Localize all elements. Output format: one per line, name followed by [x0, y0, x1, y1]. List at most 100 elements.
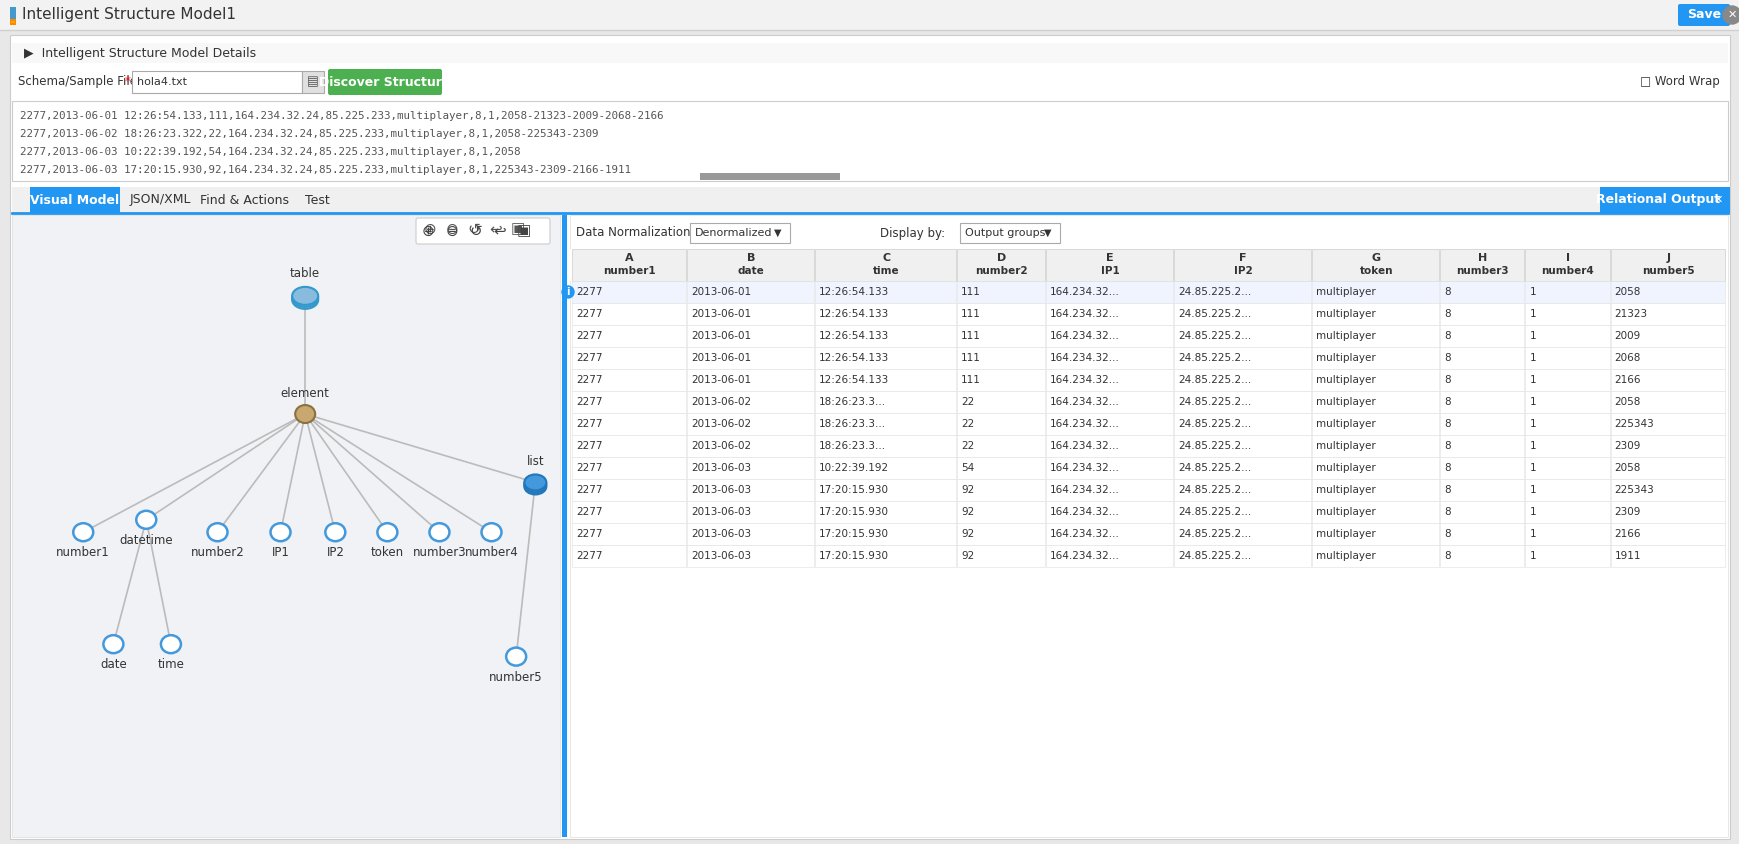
FancyBboxPatch shape	[1311, 249, 1438, 281]
Text: 164.234.32...: 164.234.32...	[1049, 463, 1120, 473]
FancyBboxPatch shape	[1440, 249, 1523, 281]
Text: multiplayer: multiplayer	[1316, 529, 1376, 539]
Text: 2013-06-02: 2013-06-02	[690, 441, 751, 451]
FancyBboxPatch shape	[1045, 325, 1172, 347]
Text: 1: 1	[1529, 331, 1536, 341]
Text: ⊕: ⊕	[423, 221, 436, 236]
Ellipse shape	[523, 474, 546, 490]
Text: 8: 8	[1443, 485, 1450, 495]
FancyBboxPatch shape	[956, 413, 1045, 435]
Text: 2013-06-01: 2013-06-01	[690, 353, 751, 363]
FancyBboxPatch shape	[1525, 369, 1609, 391]
Text: 1: 1	[1529, 529, 1536, 539]
Text: 164.234.32...: 164.234.32...	[1049, 375, 1120, 385]
FancyBboxPatch shape	[1610, 545, 1723, 567]
FancyBboxPatch shape	[1525, 413, 1609, 435]
Text: 18:26:23.3...: 18:26:23.3...	[819, 441, 885, 451]
Text: 2277,2013-06-01 12:26:54.133,111,164.234.32.24,85.225.233,multiplayer,8,1,2058-2: 2277,2013-06-01 12:26:54.133,111,164.234…	[19, 111, 663, 121]
FancyBboxPatch shape	[956, 391, 1045, 413]
FancyBboxPatch shape	[572, 435, 685, 457]
FancyBboxPatch shape	[1525, 523, 1609, 545]
Text: 164.234.32...: 164.234.32...	[1049, 353, 1120, 363]
Text: 17:20:15.930: 17:20:15.930	[819, 485, 889, 495]
Text: B: B	[746, 253, 755, 263]
Text: IP1: IP1	[1101, 266, 1118, 276]
Ellipse shape	[523, 477, 546, 492]
Ellipse shape	[292, 289, 318, 307]
FancyBboxPatch shape	[687, 249, 814, 281]
FancyBboxPatch shape	[687, 479, 814, 501]
FancyBboxPatch shape	[1174, 325, 1311, 347]
FancyBboxPatch shape	[1311, 281, 1438, 303]
FancyBboxPatch shape	[1045, 281, 1172, 303]
Text: 2013-06-02: 2013-06-02	[690, 397, 751, 407]
Text: number5: number5	[1642, 266, 1694, 276]
Text: 111: 111	[960, 375, 981, 385]
Text: 164.234.32...: 164.234.32...	[1049, 419, 1120, 429]
FancyBboxPatch shape	[1311, 303, 1438, 325]
Text: 2068: 2068	[1614, 353, 1640, 363]
Text: 2013-06-03: 2013-06-03	[690, 507, 751, 517]
FancyBboxPatch shape	[1045, 347, 1172, 369]
FancyBboxPatch shape	[956, 501, 1045, 523]
Ellipse shape	[160, 636, 181, 653]
Text: ▣: ▣	[511, 221, 525, 236]
Ellipse shape	[73, 523, 94, 541]
FancyBboxPatch shape	[1311, 347, 1438, 369]
Text: Display by:: Display by:	[880, 226, 944, 240]
FancyBboxPatch shape	[1311, 325, 1438, 347]
FancyBboxPatch shape	[1174, 435, 1311, 457]
FancyBboxPatch shape	[687, 369, 814, 391]
Text: J: J	[1666, 253, 1669, 263]
FancyBboxPatch shape	[30, 187, 120, 213]
FancyBboxPatch shape	[816, 369, 956, 391]
Text: *: *	[125, 74, 130, 88]
Text: 17:20:15.930: 17:20:15.930	[819, 551, 889, 561]
Text: date: date	[737, 266, 763, 276]
Text: multiplayer: multiplayer	[1316, 331, 1376, 341]
FancyBboxPatch shape	[1045, 545, 1172, 567]
FancyBboxPatch shape	[1045, 501, 1172, 523]
Text: I: I	[1565, 253, 1569, 263]
Text: 2058: 2058	[1614, 287, 1640, 297]
FancyBboxPatch shape	[1610, 523, 1723, 545]
Text: IP1: IP1	[271, 546, 289, 560]
FancyBboxPatch shape	[1525, 347, 1609, 369]
Text: 1: 1	[1529, 353, 1536, 363]
Ellipse shape	[296, 405, 315, 423]
FancyBboxPatch shape	[12, 43, 1727, 63]
FancyBboxPatch shape	[687, 281, 814, 303]
FancyBboxPatch shape	[572, 479, 685, 501]
Text: ⊕: ⊕	[421, 224, 435, 239]
FancyBboxPatch shape	[816, 413, 956, 435]
Ellipse shape	[207, 523, 228, 541]
FancyBboxPatch shape	[687, 303, 814, 325]
Text: 8: 8	[1443, 551, 1450, 561]
Text: 1: 1	[1529, 485, 1536, 495]
Text: 8: 8	[1443, 397, 1450, 407]
Text: Output groups: Output groups	[965, 228, 1045, 238]
Text: 8: 8	[1443, 353, 1450, 363]
Text: 1: 1	[1529, 287, 1536, 297]
Text: token: token	[1358, 266, 1393, 276]
FancyBboxPatch shape	[816, 249, 956, 281]
Text: 92: 92	[960, 551, 974, 561]
FancyBboxPatch shape	[1174, 249, 1311, 281]
FancyBboxPatch shape	[132, 71, 303, 93]
FancyBboxPatch shape	[1525, 435, 1609, 457]
Text: H: H	[1478, 253, 1487, 263]
Text: 111: 111	[960, 331, 981, 341]
FancyBboxPatch shape	[687, 391, 814, 413]
Text: 92: 92	[960, 485, 974, 495]
FancyBboxPatch shape	[956, 249, 1045, 281]
FancyBboxPatch shape	[572, 523, 685, 545]
FancyBboxPatch shape	[1174, 303, 1311, 325]
Text: 54: 54	[960, 463, 974, 473]
Text: ✕: ✕	[1713, 195, 1722, 205]
Text: IP2: IP2	[327, 546, 344, 560]
FancyBboxPatch shape	[1174, 501, 1311, 523]
FancyBboxPatch shape	[956, 281, 1045, 303]
Text: 21323: 21323	[1614, 309, 1647, 319]
FancyBboxPatch shape	[565, 249, 570, 281]
FancyBboxPatch shape	[1525, 249, 1609, 281]
